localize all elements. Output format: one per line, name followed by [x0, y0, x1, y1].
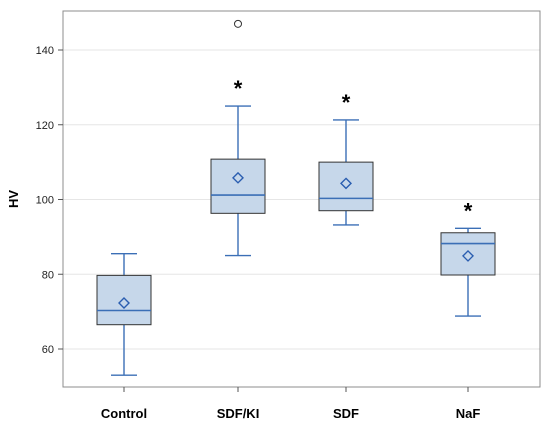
box-group: [96, 252, 152, 376]
significance-marker: *: [464, 198, 473, 223]
mean-marker: [340, 177, 352, 190]
y-tick-label: 140: [36, 45, 54, 57]
boxes: * * *: [96, 19, 496, 376]
mean-marker: [232, 171, 244, 184]
x-axis-ticks: Control SDF/KI SDF NaF: [101, 387, 480, 421]
x-tick-label: SDF/KI: [217, 406, 260, 421]
y-tick-label: 120: [36, 120, 54, 132]
outlier-point: [234, 19, 242, 28]
box-group: *: [210, 19, 266, 257]
x-tick-label: Control: [101, 406, 147, 421]
x-tick-label: SDF: [333, 406, 359, 421]
box-iqr: [210, 158, 266, 214]
y-axis-ticks: 60 80 100 120 140: [36, 45, 63, 356]
mean-marker: [462, 249, 474, 262]
y-tick-label: 100: [36, 195, 54, 207]
significance-marker: *: [234, 76, 243, 101]
x-tick-label: NaF: [456, 406, 481, 421]
box-group: *: [440, 198, 496, 317]
y-tick-label: 60: [42, 344, 54, 356]
y-tick-label: 80: [42, 269, 54, 281]
mean-marker: [118, 297, 130, 310]
y-axis-label: HV: [6, 190, 21, 208]
box-iqr: [96, 274, 152, 326]
box-iqr: [318, 161, 374, 212]
box-iqr: [440, 232, 496, 276]
significance-marker: *: [342, 90, 351, 115]
box-group: *: [318, 90, 374, 226]
